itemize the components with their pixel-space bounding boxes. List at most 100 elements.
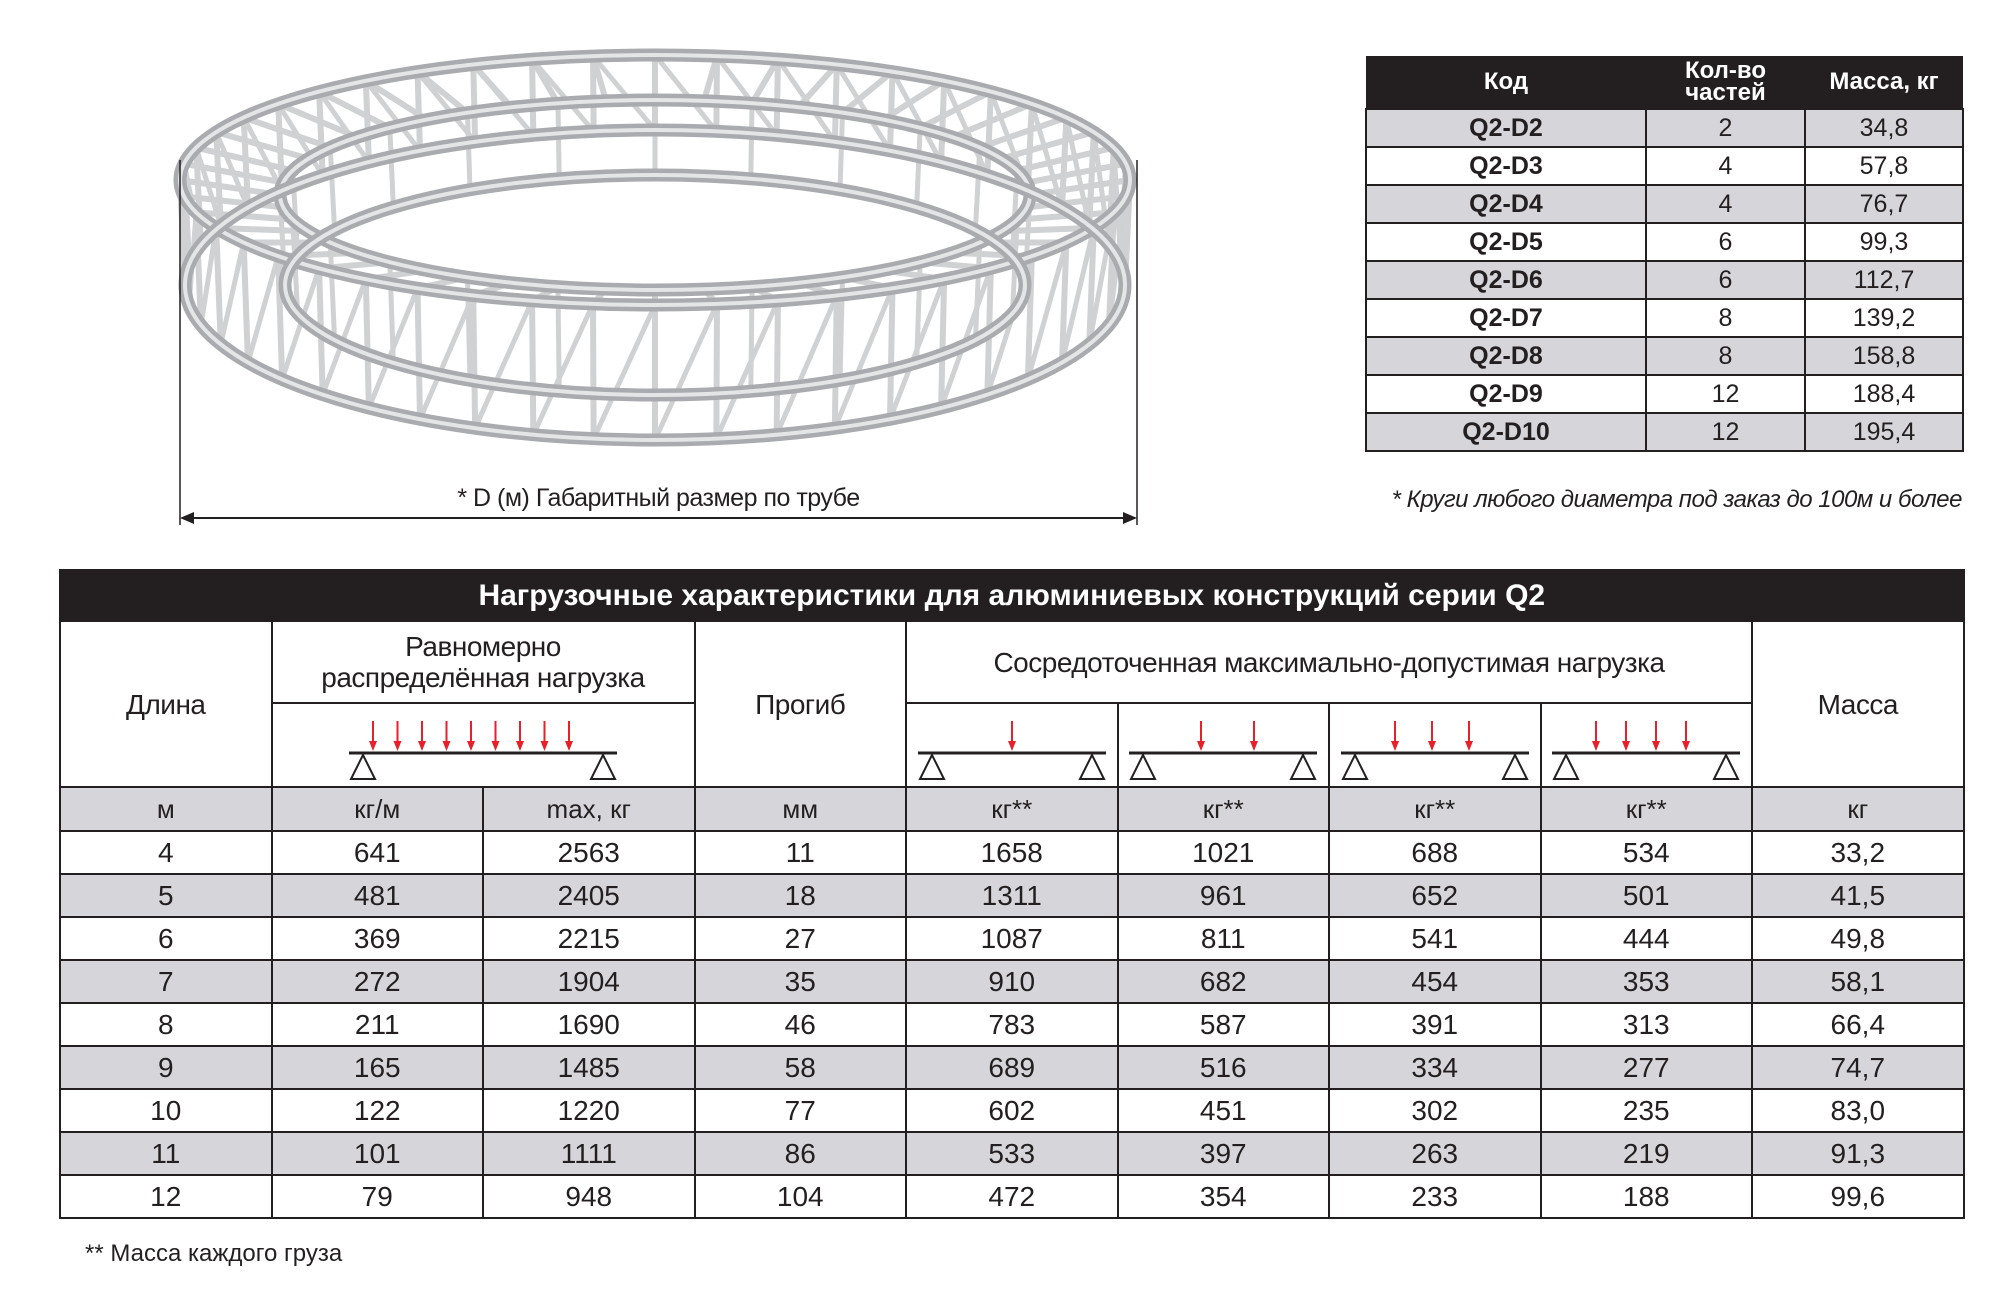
- parts-cell: 8: [1645, 336, 1806, 376]
- data-cell: 1220: [482, 1088, 696, 1133]
- truss-strut: [590, 303, 597, 439]
- truss-strut: [327, 147, 338, 231]
- parts-cell: 8: [1645, 298, 1806, 338]
- truss-strut: [414, 71, 423, 151]
- load-table: Нагрузочные характеристики для алюминиев…: [59, 569, 1965, 1219]
- code-cell: Q2-D10: [1365, 412, 1647, 452]
- truss-strut: [773, 59, 781, 136]
- truss-strut: [275, 255, 286, 380]
- data-cell: 454: [1328, 959, 1542, 1004]
- truss-strut: [465, 112, 473, 190]
- mass-cell: 112,7: [1804, 260, 1964, 300]
- truss-strut: [529, 59, 537, 136]
- data-cell: 1087: [905, 916, 1119, 961]
- data-cell: 11: [693, 830, 907, 875]
- truss-diagonal: [1029, 103, 1065, 209]
- parts-cell: 6: [1645, 222, 1806, 262]
- unit-cell: кг: [1751, 786, 1965, 832]
- table-row: 10 122 1220 77 602 451 302 235 83,0: [59, 1088, 1965, 1133]
- load-arrowhead-icon: [1427, 741, 1436, 751]
- load-table-title: Нагрузочные характеристики для алюминиев…: [59, 569, 1965, 622]
- code-cell: Q2-D4: [1365, 184, 1647, 224]
- data-cell: 10: [59, 1088, 273, 1133]
- truss-strut: [918, 88, 993, 131]
- data-cell: 27: [693, 916, 907, 961]
- truss-strut: [470, 64, 479, 142]
- truss-strut: [555, 103, 562, 179]
- load-arrowhead-icon: [565, 741, 573, 751]
- load-arrowhead-icon: [540, 741, 549, 751]
- truss-diagonal: [1025, 241, 1069, 381]
- data-cell: 77: [693, 1088, 907, 1133]
- truss-strut: [1105, 212, 1117, 326]
- data-cell: 472: [905, 1174, 1119, 1219]
- truss-strut: [1086, 132, 1097, 226]
- data-cell: 1021: [1116, 830, 1330, 875]
- load-arrowhead-icon: [1592, 741, 1601, 751]
- codes-row: Q2-D7 8 139,2: [1365, 298, 1964, 338]
- parts-cell: 4: [1645, 146, 1806, 186]
- truss-diagonal: [245, 255, 281, 364]
- truss-strut: [713, 303, 720, 439]
- codes-header-row: Код Кол-во частей Масса, кг: [1366, 56, 1963, 109]
- truss-strut: [978, 114, 1068, 151]
- data-cell: 444: [1539, 916, 1753, 961]
- codes-row: Q2-D3 4 57,8: [1365, 146, 1964, 186]
- truss-strut: [951, 101, 1034, 140]
- table-row: 4 641 2563 11 1658 1021 688 534 33,2: [59, 830, 1965, 875]
- load-arrowhead-icon: [1464, 741, 1473, 751]
- data-cell: 101: [270, 1131, 484, 1176]
- data-cell: 4: [59, 830, 273, 875]
- load-table-footnote: ** Масса каждого груза: [85, 1240, 343, 1267]
- truss-strut: [1000, 129, 1095, 162]
- truss-strut: [881, 78, 946, 123]
- truss-diagonal: [471, 62, 536, 137]
- data-cell: 33,2: [1751, 830, 1965, 875]
- data-cell: 263: [1328, 1131, 1542, 1176]
- truss-diagonal: [320, 278, 369, 396]
- truss-diagonal: [530, 57, 596, 133]
- truss-diagonal: [834, 63, 893, 153]
- truss-strut: [1016, 144, 1115, 174]
- data-cell: 86: [693, 1131, 907, 1176]
- mass-cell: 57,8: [1804, 146, 1964, 186]
- truss-diagonal: [317, 90, 371, 164]
- code-cell: Q2-D8: [1365, 336, 1647, 376]
- truss-strut: [914, 127, 923, 208]
- code-cell: Q2-D6: [1365, 260, 1647, 300]
- header-code: Код: [1366, 56, 1646, 109]
- data-cell: 910: [905, 959, 1119, 1004]
- truss-diagonal: [193, 146, 224, 227]
- header-mass: Масса: [1751, 620, 1965, 788]
- data-cell: 41,5: [1751, 873, 1965, 918]
- data-cell: 58,1: [1751, 959, 1965, 1004]
- table-row: 6 369 2215 27 1087 811 541 444 49,8: [59, 916, 1965, 961]
- data-cell: 652: [1328, 873, 1542, 918]
- support-triangle-icon: [349, 752, 377, 780]
- data-cell: 9: [59, 1045, 273, 1090]
- parts-cell: 4: [1645, 184, 1806, 224]
- beam-diagram-icon: [1129, 721, 1318, 780]
- data-cell: 188: [1539, 1174, 1753, 1219]
- truss-diagonal: [241, 116, 285, 192]
- unit-cell: max, кг: [482, 786, 696, 832]
- data-cell: 688: [1328, 830, 1542, 875]
- codes-row: Q2-D5 6 99,3: [1365, 222, 1964, 262]
- truss-diagonal: [715, 54, 779, 137]
- truss-strut: [414, 288, 423, 420]
- data-cell: 587: [1116, 1002, 1330, 1047]
- truss-strut: [529, 300, 537, 435]
- header-deflection: Прогиб: [693, 620, 907, 788]
- truss-strut: [590, 56, 597, 132]
- truss-diagonal: [218, 241, 247, 345]
- arrow-right-icon: [1123, 512, 1137, 524]
- data-cell: 99,6: [1751, 1174, 1965, 1219]
- data-cell: 682: [1116, 959, 1330, 1004]
- arrow-left-icon: [180, 512, 194, 524]
- beam-diagram-icon: [349, 721, 617, 780]
- truss-diagonal: [653, 53, 719, 133]
- units-row: м кг/м max, кг мм кг** кг** кг** кг** кг: [59, 786, 1965, 832]
- truss-diagonal: [472, 299, 535, 430]
- unit-cell: м: [59, 786, 273, 832]
- codes-row: Q2-D8 8 158,8: [1365, 336, 1964, 376]
